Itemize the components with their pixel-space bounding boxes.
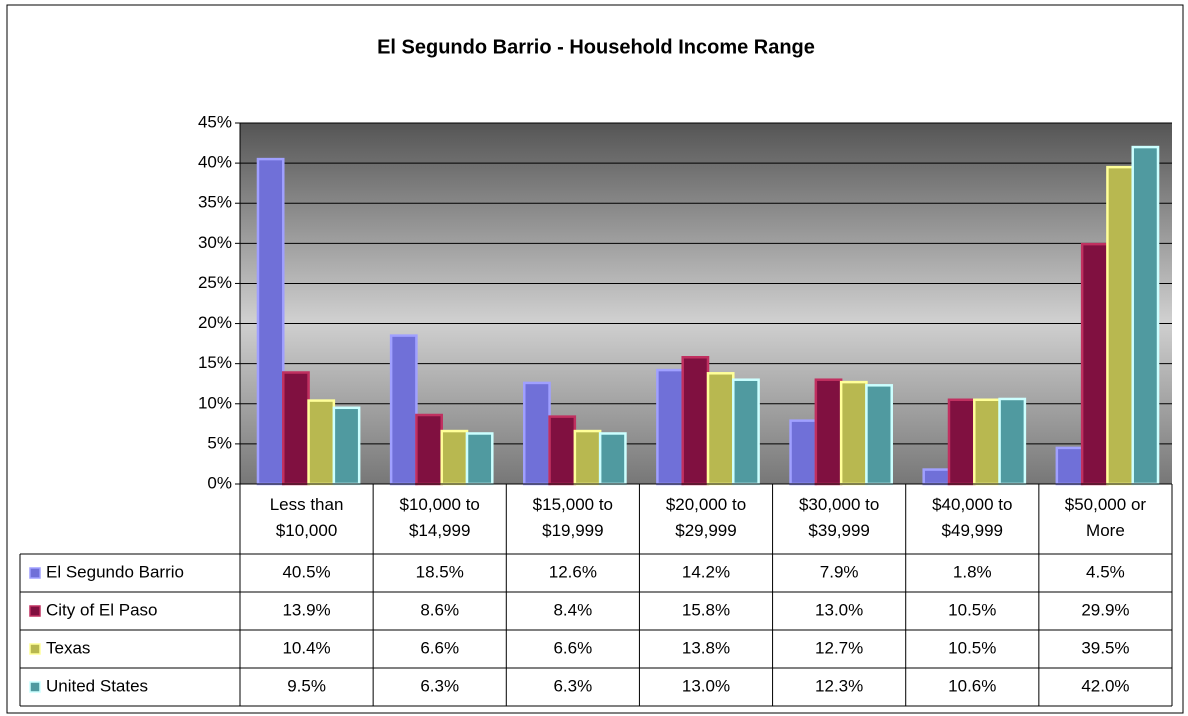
y-tick-label: 30% xyxy=(198,233,232,252)
table-value: 29.9% xyxy=(1081,600,1129,619)
bar xyxy=(706,372,735,486)
table-value: 9.5% xyxy=(287,676,326,695)
bar xyxy=(415,413,443,486)
table-value: 42.0% xyxy=(1081,676,1129,695)
bar xyxy=(440,429,469,486)
bar xyxy=(732,378,760,486)
x-tick-label: $10,000 to $14,999 xyxy=(399,495,480,540)
legend-key xyxy=(29,567,41,579)
table-value: 10.4% xyxy=(282,638,330,657)
bar xyxy=(573,429,602,486)
x-tick-label: $30,000 to $39,999 xyxy=(798,495,880,540)
y-tick-label: 15% xyxy=(198,353,232,372)
bar xyxy=(307,399,336,486)
chart-border xyxy=(6,4,1184,714)
x-tick-label: $50,000 or More xyxy=(1064,495,1147,540)
table-value: 13.8% xyxy=(682,638,730,657)
table-value: 4.5% xyxy=(1086,562,1125,581)
table-value: 14.2% xyxy=(682,562,730,581)
bar xyxy=(839,380,868,486)
table-value: 10.6% xyxy=(948,676,996,695)
bar xyxy=(922,468,951,486)
bar xyxy=(332,406,361,486)
table-value: 40.5% xyxy=(282,562,330,581)
y-tick-label: 5% xyxy=(207,433,232,452)
bar xyxy=(1106,165,1134,486)
bar xyxy=(598,432,627,486)
bar xyxy=(465,432,494,486)
table-value: 13.0% xyxy=(815,600,863,619)
bar xyxy=(865,384,893,486)
table-value: 13.9% xyxy=(282,600,330,619)
bar xyxy=(656,368,684,486)
table-value: 18.5% xyxy=(416,562,464,581)
x-tick-label: $15,000 to $19,999 xyxy=(532,495,614,540)
table-value: 6.3% xyxy=(553,676,592,695)
bar xyxy=(1131,145,1160,486)
table-value: 12.3% xyxy=(815,676,863,695)
table-value: 10.5% xyxy=(948,638,996,657)
y-tick-label: 20% xyxy=(198,313,232,332)
legend-label: El Segundo Barrio xyxy=(46,562,184,581)
legend-label: Texas xyxy=(46,638,90,657)
table-value: 39.5% xyxy=(1081,638,1129,657)
y-tick-label: 25% xyxy=(198,273,232,292)
table-value: 15.8% xyxy=(682,600,730,619)
table-value: 12.6% xyxy=(549,562,597,581)
table-value: 6.6% xyxy=(553,638,592,657)
bar xyxy=(256,157,285,486)
table-value: 1.8% xyxy=(953,562,992,581)
legend-key xyxy=(29,681,41,693)
bar xyxy=(947,398,976,486)
table-value: 6.3% xyxy=(420,676,459,695)
chart-title: El Segundo Barrio - Household Income Ran… xyxy=(377,36,815,58)
table-value: 6.6% xyxy=(420,638,459,657)
bar xyxy=(681,355,710,486)
y-tick-label: 45% xyxy=(198,112,232,131)
x-tick-label: $40,000 to $49,999 xyxy=(932,495,1013,540)
legend-label: United States xyxy=(46,676,148,695)
bar xyxy=(282,371,310,486)
bar xyxy=(548,415,577,486)
table-value: 8.6% xyxy=(420,600,459,619)
bar xyxy=(523,381,551,486)
legend-label: City of El Paso xyxy=(46,600,158,619)
bar xyxy=(973,398,1001,486)
legend-key xyxy=(29,643,41,655)
y-tick-label: 0% xyxy=(207,473,232,492)
table-value: 13.0% xyxy=(682,676,730,695)
table-value: 8.4% xyxy=(553,600,592,619)
y-tick-label: 10% xyxy=(198,393,232,412)
legend-key xyxy=(29,605,41,617)
bar xyxy=(998,397,1027,486)
bar xyxy=(1080,242,1109,486)
bar xyxy=(389,334,418,486)
x-tick-label: $20,000 to $29,999 xyxy=(665,495,747,540)
table-value: 12.7% xyxy=(815,638,863,657)
table-value: 7.9% xyxy=(820,562,859,581)
bar xyxy=(789,419,818,486)
y-tick-label: 35% xyxy=(198,193,232,212)
y-tick-label: 40% xyxy=(198,153,232,172)
bar xyxy=(814,378,843,486)
bar xyxy=(1055,446,1084,486)
x-tick-label: Less than $10,000 xyxy=(269,495,344,540)
table-value: 10.5% xyxy=(948,600,996,619)
